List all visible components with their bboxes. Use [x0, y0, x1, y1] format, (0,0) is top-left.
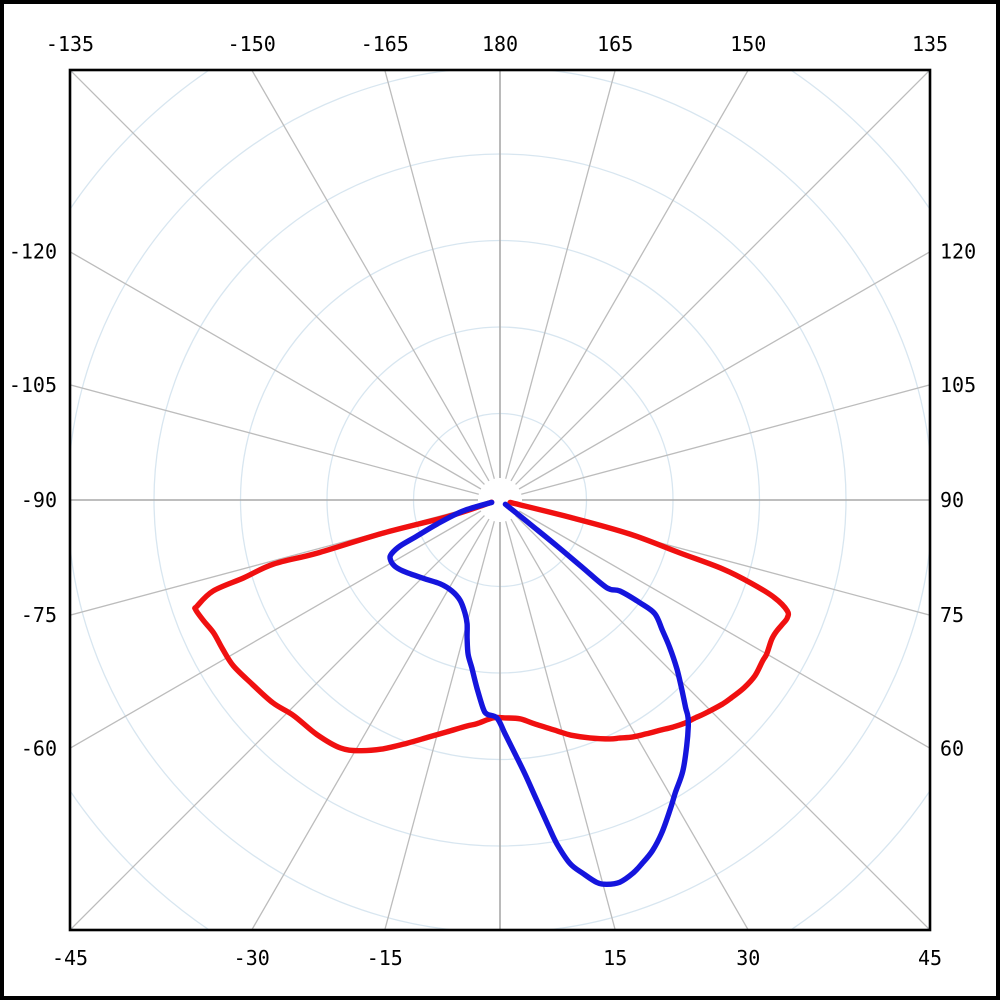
radial-gridline-225deg: [70, 70, 485, 485]
angle-label-top-1: -150: [228, 32, 276, 56]
radial-gridline-60deg: [518, 510, 930, 750]
angle-label-left-2: -90: [21, 488, 57, 512]
intensity-curves: [192, 499, 792, 887]
angle-label-right-1: 105: [940, 373, 976, 397]
angle-label-bottom-5: 45: [918, 946, 942, 970]
angle-label-right-0: 120: [940, 240, 976, 264]
angle-label-left-0: -120: [9, 240, 57, 264]
radial-gridline-330deg: [250, 518, 490, 930]
angle-label-top-6: 135: [912, 32, 948, 56]
angle-label-right-4: 60: [940, 736, 964, 760]
radial-gridline-210deg: [250, 70, 490, 482]
radial-gridline-45deg: [515, 515, 930, 930]
polar-photometric-plot: -135 -150 -165 180 165 150 135 -45 -30 -15 15 30 45 -…: [9, 32, 976, 970]
radial-gridline-30deg: [510, 518, 750, 930]
radial-gridline-315deg: [70, 515, 485, 930]
radial-gridline-120deg: [518, 250, 930, 490]
angle-label-top-5: 150: [730, 32, 766, 56]
angle-label-top-3: 180: [482, 32, 518, 56]
angle-label-top-0: -135: [46, 32, 94, 56]
plot-box-border: [68, 68, 932, 932]
radial-gridline-255deg: [70, 384, 479, 495]
radial-gridline-240deg: [70, 250, 482, 490]
radial-gridline-15deg: [505, 521, 616, 930]
angle-tick-labels: -135 -150 -165 180 165 150 135 -45 -30 -15 15 30 45 -…: [9, 32, 976, 970]
angle-label-left-3: -75: [21, 603, 57, 627]
angle-label-top-4: 165: [597, 32, 633, 56]
angle-label-left-1: -105: [9, 373, 57, 397]
blue-curve-C90-C270-plane: [387, 499, 692, 887]
angle-label-bottom-2: -15: [367, 946, 403, 970]
red-curve-C0-C180-plane: [192, 499, 792, 754]
angle-label-top-2: -165: [361, 32, 409, 56]
angle-label-right-3: 75: [940, 603, 964, 627]
angle-label-bottom-4: 30: [736, 946, 760, 970]
angle-label-right-2: 90: [940, 488, 964, 512]
radial-gridline-195deg: [384, 70, 495, 479]
angle-label-bottom-1: -30: [234, 946, 270, 970]
angle-label-bottom-3: 15: [603, 946, 627, 970]
radial-gridline-150deg: [510, 70, 750, 482]
radial-gridline-165deg: [505, 70, 616, 479]
radial-gridline-135deg: [515, 70, 930, 485]
angle-label-left-4: -60: [21, 736, 57, 760]
angle-label-bottom-0: -45: [52, 946, 88, 970]
radial-gridline-105deg: [521, 384, 930, 495]
